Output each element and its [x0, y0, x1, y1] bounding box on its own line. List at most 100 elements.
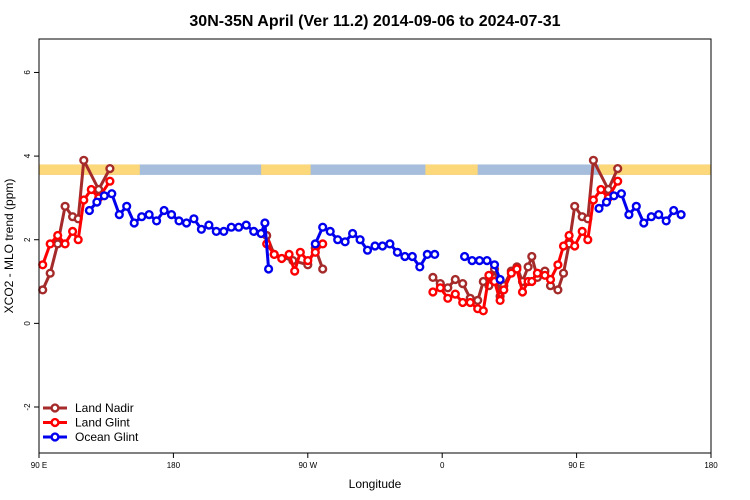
data-point [234, 222, 244, 232]
data-point [631, 201, 641, 211]
data-point [355, 235, 365, 245]
data-point [616, 189, 627, 199]
x-tick-label: 180 [167, 461, 181, 470]
data-point [392, 247, 403, 257]
data-point [181, 218, 192, 228]
data-point [460, 251, 470, 262]
data-point [661, 216, 671, 226]
ocean-strip [39, 164, 711, 175]
x-tick-label: 0 [440, 461, 445, 470]
data-point [499, 285, 509, 295]
data-point [570, 241, 580, 251]
data-point [415, 262, 425, 272]
x-axis-ticks: 90 E 180 90 W 0 90 E 180 [31, 453, 718, 470]
y-tick-label: 6 [23, 70, 32, 75]
data-point [495, 274, 505, 285]
data-point [107, 189, 117, 199]
data-point [105, 176, 115, 186]
land-strip-segment-1 [261, 164, 311, 175]
series-1-line-0 [41, 180, 112, 266]
legend-label-1: Land Glint [75, 416, 130, 430]
data-point [256, 228, 266, 239]
data-point [84, 205, 95, 216]
data-point [129, 218, 139, 228]
data-point [489, 260, 500, 270]
data-point [53, 230, 63, 241]
data-point [290, 266, 300, 276]
x-tick-label: 90 E [568, 461, 584, 470]
data-point [144, 210, 154, 220]
data-point [450, 274, 460, 285]
data-point [422, 249, 432, 260]
data-point [45, 239, 55, 249]
data-point [484, 270, 494, 280]
data-point [60, 201, 70, 211]
data-point [114, 210, 124, 220]
data-point [596, 184, 606, 195]
x-tick-label: 90 W [298, 461, 317, 470]
data-point [249, 226, 259, 237]
data-point [295, 247, 305, 257]
data-point [260, 218, 270, 228]
data-point [340, 237, 350, 247]
data-point [558, 268, 569, 278]
data-point [38, 260, 48, 270]
data-point [588, 195, 599, 205]
chart-title: 30N-35N April (Ver 11.2) 2014-09-06 to 2… [189, 13, 560, 30]
data-point [377, 241, 388, 251]
data-point [512, 264, 522, 274]
data-point [594, 203, 604, 214]
plot-frame [38, 38, 712, 454]
data-point [613, 176, 623, 186]
y-tick-label: 4 [23, 153, 32, 158]
data-point [474, 256, 485, 266]
data-point [588, 155, 599, 165]
data-point [73, 235, 83, 245]
data-point [458, 279, 468, 289]
data-point [385, 239, 395, 249]
data-point [654, 210, 664, 220]
data-point [241, 220, 251, 230]
data-point [99, 191, 109, 201]
data-point [523, 262, 533, 272]
x-tick-label: 180 [704, 461, 718, 470]
data-point [284, 249, 294, 260]
x-axis-label: Longitude [349, 477, 402, 491]
data-point [506, 268, 516, 278]
data-point [428, 272, 438, 283]
data-point [318, 222, 328, 232]
data-point [310, 239, 320, 249]
data-point [639, 218, 649, 228]
data-point [553, 285, 563, 295]
data-point [435, 283, 445, 293]
data-point [564, 230, 574, 241]
data-point [527, 251, 537, 262]
data-point [67, 226, 78, 237]
data-point [478, 306, 488, 316]
data-point [527, 276, 537, 287]
data-point [219, 226, 229, 237]
data-point [264, 264, 274, 274]
legend-label-0: Land Nadir [75, 401, 134, 415]
data-point [517, 287, 528, 297]
y-tick-label: 0 [23, 321, 32, 326]
legend-marker-2 [50, 432, 60, 442]
legend-marker-1 [50, 417, 60, 428]
data-point [624, 210, 634, 220]
data-point [473, 295, 483, 306]
series-2-line-0 [88, 192, 271, 270]
data-point [92, 197, 102, 207]
data-point [443, 293, 453, 303]
data-point [318, 264, 328, 274]
data-point [676, 210, 686, 220]
data-point [45, 268, 55, 278]
data-point [370, 241, 380, 251]
data-point [60, 239, 70, 249]
data-point [467, 256, 477, 266]
data-point [189, 214, 199, 224]
data-point [318, 239, 328, 249]
series-2 [84, 189, 686, 285]
x-tick-label: 90 E [31, 461, 47, 470]
